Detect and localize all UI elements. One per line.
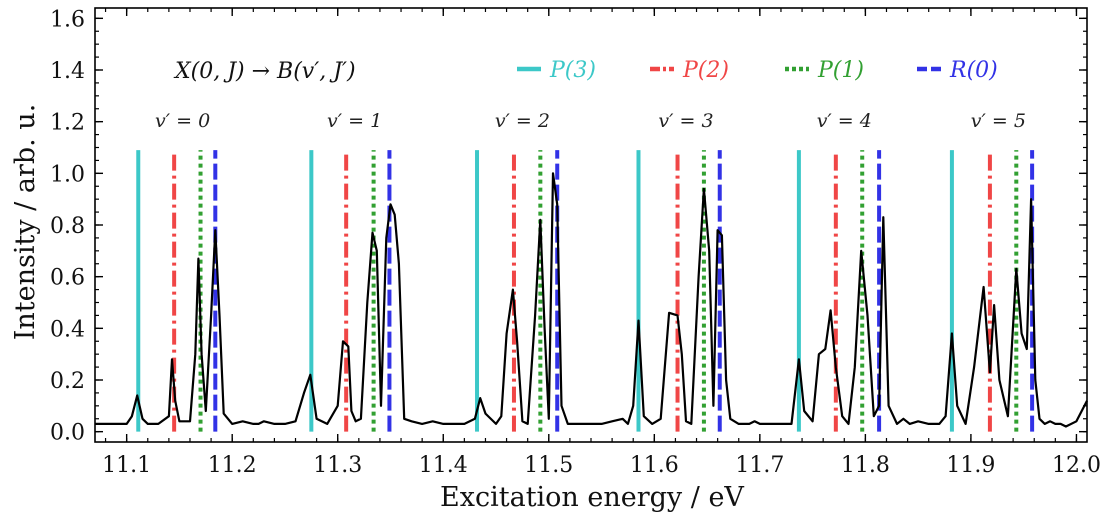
legend: P(3) P(2) P(1) R(0): [517, 58, 998, 83]
y-tick-label-2: 0.4: [50, 317, 85, 342]
y-tick-label-1: 0.2: [50, 369, 85, 394]
band-label-4: v′ = 4: [817, 110, 872, 132]
spectrum-line: [95, 172, 1088, 428]
legend-label-p2: P(2): [682, 58, 729, 83]
y-tick-label-7: 1.4: [50, 59, 85, 84]
x-axis-label: Excitation energy / eV: [440, 482, 744, 513]
x-tick-label-8: 11.9: [946, 453, 995, 478]
transition-annotation: X(0, J) → B(v′, J′): [173, 59, 356, 84]
x-tick-label-9: 12.0: [1052, 453, 1101, 478]
band-label-1: v′ = 1: [327, 110, 382, 132]
legend-label-p3: P(3): [549, 58, 596, 83]
legend-label-p1: P(1): [817, 58, 864, 83]
x-tick-label-3: 11.4: [419, 453, 468, 478]
x-tick-label-6: 11.7: [735, 453, 784, 478]
x-tick-label-0: 11.1: [102, 453, 151, 478]
x-tick-label-1: 11.2: [208, 453, 257, 478]
band-label-3: v′ = 3: [658, 110, 713, 132]
y-tick-label-3: 0.6: [50, 266, 85, 291]
x-tick-label-2: 11.3: [313, 453, 362, 478]
legend-label-r0: R(0): [949, 58, 998, 83]
y-tick-label-4: 0.8: [50, 214, 85, 239]
plot-area: v′ = 0 v′ = 1 v′ = 2 v′ = 3 v′ = 4 v′ = 5 11.1…: [50, 7, 1101, 478]
y-tick-label-0: 0.0: [50, 421, 85, 446]
band-label-0: v′ = 0: [155, 110, 210, 132]
x-tick-label-5: 11.6: [630, 453, 679, 478]
band-label-2: v′ = 2: [495, 110, 550, 132]
y-tick-label-6: 1.2: [50, 111, 85, 136]
x-tick-label-4: 11.5: [524, 453, 573, 478]
band-label-5: v′ = 5: [971, 110, 1026, 132]
y-axis-label: Intensity / arb. u.: [10, 104, 41, 341]
x-tick-label-7: 11.8: [841, 453, 890, 478]
y-tick-label-5: 1.0: [50, 162, 85, 187]
y-tick-label-8: 1.6: [50, 7, 85, 32]
